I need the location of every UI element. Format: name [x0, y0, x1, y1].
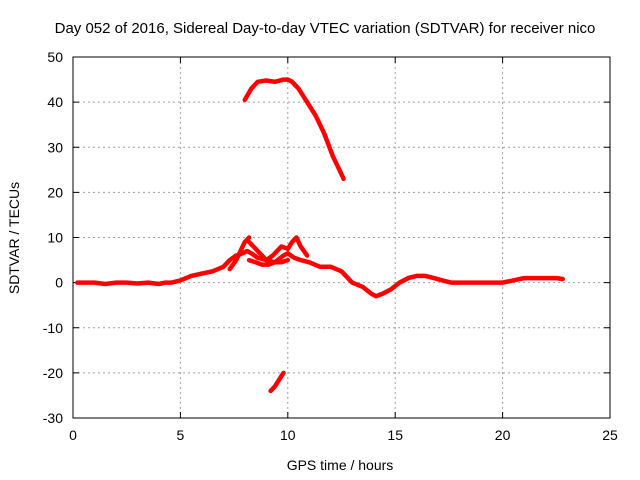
x-tick-label: 15 — [387, 427, 403, 443]
y-tick-label: 30 — [47, 139, 63, 155]
x-tick-label: 10 — [280, 427, 296, 443]
series-upper-branch — [227, 235, 252, 272]
x-tick-label: 25 — [602, 427, 618, 443]
x-tick-label: 5 — [177, 427, 185, 443]
y-axis-ticks: -30 -20 -10 0 10 20 30 40 50 — [43, 49, 610, 426]
series-crossing-branch — [246, 235, 310, 263]
y-tick-label: 40 — [47, 94, 63, 110]
series-lower-branch — [246, 257, 291, 267]
y-tick-label: 20 — [47, 184, 63, 200]
y-tick-label: 50 — [47, 49, 63, 65]
x-tick-label: 0 — [69, 427, 77, 443]
series-low-segment — [268, 370, 286, 394]
y-tick-label: 0 — [55, 275, 63, 291]
y-tick-label: 10 — [47, 230, 63, 246]
y-axis-label: SDTVAR / TECUs — [6, 182, 22, 294]
y-tick-label: -10 — [43, 320, 63, 336]
y-tick-label: -20 — [43, 365, 63, 381]
x-tick-label: 20 — [495, 427, 511, 443]
x-axis-label: GPS time / hours — [287, 457, 394, 473]
series-group — [75, 77, 565, 394]
x-axis-ticks: 0 5 10 15 20 25 — [69, 57, 618, 443]
series-main-trace — [75, 248, 565, 299]
series-high-arc — [242, 77, 346, 182]
chart-title: Day 052 of 2016, Sidereal Day-to-day VTE… — [55, 20, 596, 37]
y-tick-label: -30 — [43, 410, 63, 426]
grid — [73, 57, 610, 418]
